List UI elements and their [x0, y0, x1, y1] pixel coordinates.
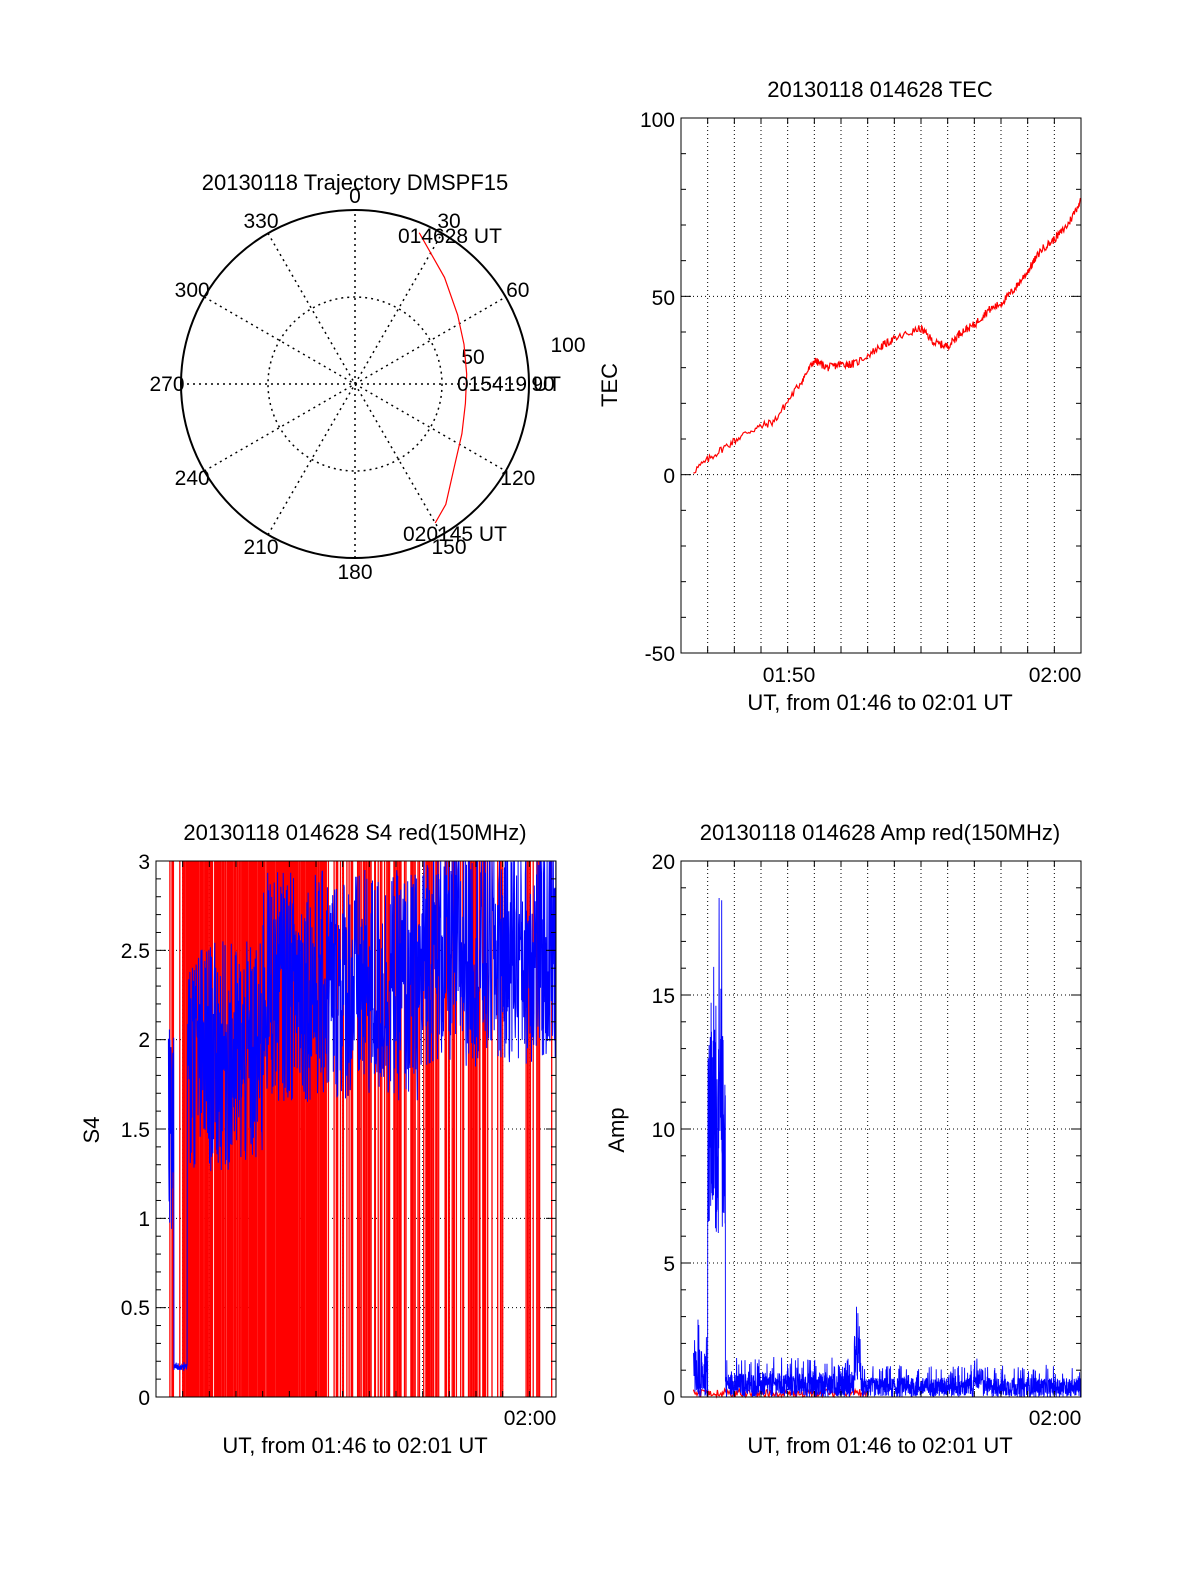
- s4-ytick-1-5: 1.5: [121, 1119, 150, 1142]
- angle-label-300: 300: [175, 279, 210, 302]
- amp-ytick-15: 15: [652, 985, 675, 1008]
- s4-minor-ticks: [155, 860, 557, 1398]
- s4-xtick-0200: 02:00: [504, 1407, 557, 1430]
- amp-xlabel: UT, from 01:46 to 02:01 UT: [747, 1433, 1012, 1458]
- mid-time-label: 015419 UT: [457, 373, 561, 396]
- angle-label-120: 120: [500, 467, 535, 490]
- s4-title: 20130118 014628 S4 red(150MHz): [183, 820, 526, 845]
- tec-xlabel: UT, from 01:46 to 02:01 UT: [747, 690, 1012, 715]
- tec-chart: 20130118 014628 TEC 100 50 0 -50 01:50 0…: [597, 77, 1082, 715]
- angle-label-240: 240: [175, 467, 210, 490]
- polar-angle-labels: 0 30 60 90 120 150 180 210 240 270 300 330: [149, 185, 554, 584]
- tec-frame: [680, 117, 1082, 654]
- amp-ytick-20: 20: [652, 851, 675, 874]
- radial-label-100: 100: [550, 334, 585, 357]
- angle-label-330: 330: [243, 210, 278, 233]
- angle-label-150: 150: [431, 536, 466, 559]
- tec-minor-ticks: [680, 117, 1082, 654]
- s4-xlabel: UT, from 01:46 to 02:01 UT: [222, 1433, 487, 1458]
- s4-ytick-1: 1: [138, 1208, 150, 1231]
- tec-ytick-minus50: -50: [645, 643, 675, 666]
- s4-series: [167, 861, 556, 1397]
- s4-ytick-0: 0: [138, 1387, 150, 1410]
- tec-xtick-0150: 01:50: [763, 664, 816, 687]
- polar-grid: [180, 209, 530, 559]
- angle-label-0: 0: [349, 185, 361, 208]
- angle-label-210: 210: [243, 536, 278, 559]
- angle-label-30: 30: [437, 210, 460, 233]
- tec-ytick-100: 100: [640, 109, 675, 132]
- tec-ytick-50: 50: [652, 287, 675, 310]
- tec-grid: [681, 118, 1081, 653]
- trajectory-polar-plot: 20130118 Trajectory DMSPF15 0 30 60 90 120 15…: [149, 170, 585, 584]
- tec-ytick-0: 0: [663, 465, 675, 488]
- amp-xtick-0200: 02:00: [1029, 1407, 1082, 1430]
- radial-label-50: 50: [461, 346, 484, 369]
- s4-ytick-2: 2: [138, 1029, 150, 1052]
- s4-blue-trace: [167, 861, 556, 1372]
- angle-label-180: 180: [337, 561, 372, 584]
- trajectory-title: 20130118 Trajectory DMSPF15: [202, 170, 509, 195]
- angle-label-90: 90: [531, 373, 554, 396]
- angle-label-270: 270: [149, 373, 184, 396]
- amp-chart: 20130118 014628 Amp red(150MHz) 20 15 10…: [604, 820, 1082, 1458]
- polar-inner-ring: [267, 296, 443, 472]
- tec-line: [693, 197, 1082, 474]
- tec-xtick-0200: 02:00: [1029, 664, 1082, 687]
- s4-plot-area: [167, 861, 556, 1397]
- amp-ytick-10: 10: [652, 1119, 675, 1142]
- trajectory-track: [418, 232, 468, 524]
- amp-title: 20130118 014628 Amp red(150MHz): [700, 820, 1060, 845]
- s4-chart: 20130118 014628 S4 red(150MHz) 3 2.5 2 1…: [79, 820, 557, 1458]
- amp-minor-ticks: [680, 860, 1082, 1398]
- amp-blue-trace: [692, 897, 1082, 1398]
- end-time-label: 020145 UT: [403, 523, 507, 546]
- s4-ytick-3: 3: [138, 851, 150, 874]
- start-time-label: 014628 UT: [398, 225, 502, 248]
- amp-ytick-0: 0: [663, 1387, 675, 1410]
- polar-spoke: [267, 232, 443, 536]
- amp-ytick-5: 5: [663, 1253, 675, 1276]
- s4-ytick-2-5: 2.5: [121, 940, 150, 963]
- s4-ylabel: S4: [79, 1117, 104, 1144]
- angle-label-60: 60: [506, 279, 529, 302]
- tec-title: 20130118 014628 TEC: [767, 77, 993, 102]
- amp-grid: [681, 861, 1081, 1397]
- tec-ylabel: TEC: [597, 363, 622, 407]
- s4-ytick-0-5: 0.5: [121, 1297, 150, 1320]
- tec-series: [693, 197, 1082, 474]
- amp-series: [692, 897, 1082, 1399]
- amp-ylabel: Amp: [604, 1107, 629, 1152]
